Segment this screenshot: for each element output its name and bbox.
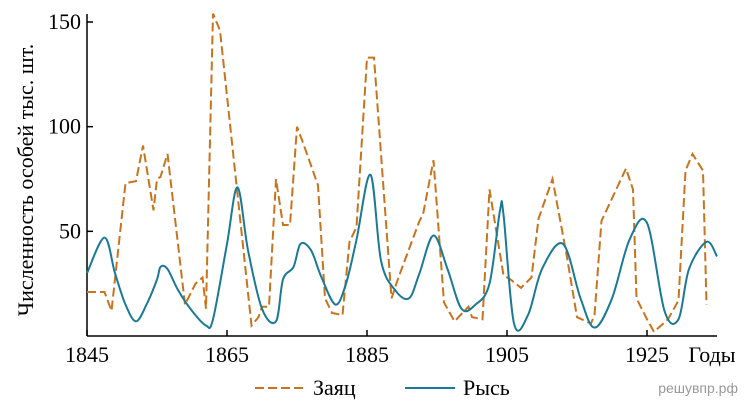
x-axis-label: Годы <box>688 342 735 367</box>
y-tick-label: 150 <box>48 9 81 34</box>
x-tick-label: 1845 <box>65 342 109 367</box>
x-tick-label: 1865 <box>205 342 249 367</box>
x-tick-label: 1925 <box>625 342 669 367</box>
series-line <box>86 173 718 332</box>
x-tick-label: 1885 <box>345 342 389 367</box>
y-tick-label: 50 <box>59 218 81 243</box>
legend-label: Заяц <box>313 375 356 400</box>
watermark: решувпр.рф <box>658 380 738 396</box>
series-line <box>87 13 708 334</box>
legend-label: Рысь <box>463 375 510 400</box>
x-tick-label: 1905 <box>485 342 529 367</box>
y-axis-label: Численность особей тыс. шт. <box>13 44 38 316</box>
y-tick-label: 100 <box>48 114 81 139</box>
